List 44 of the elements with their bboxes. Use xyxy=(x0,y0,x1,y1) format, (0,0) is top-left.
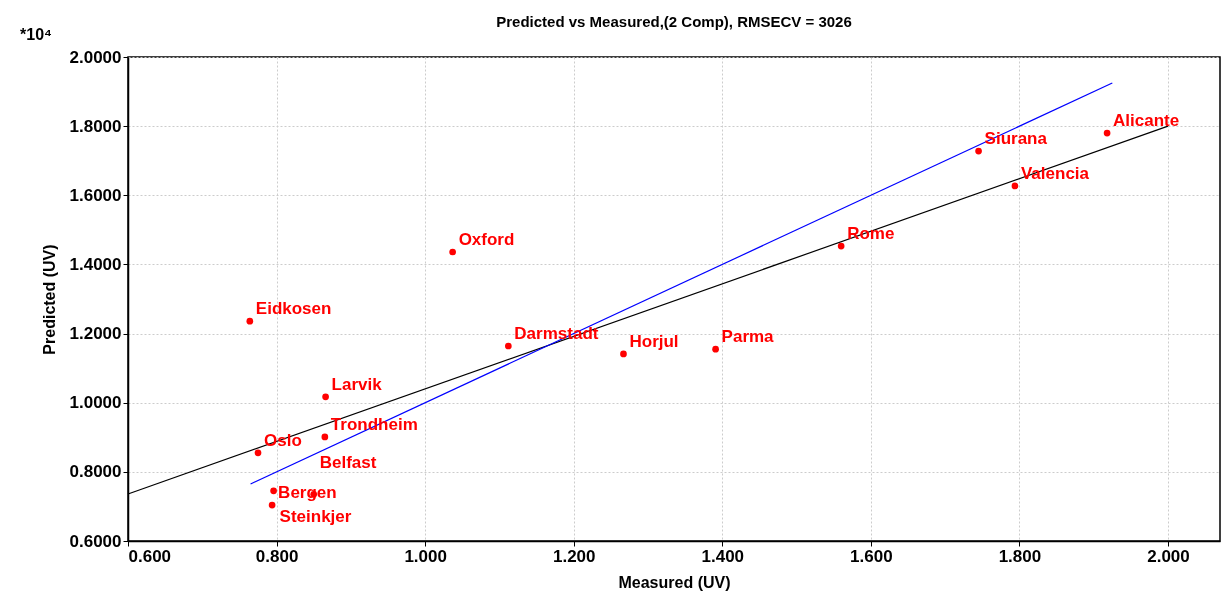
chart-title: Predicted vs Measured,(2 Comp), RMSECV = 3026 xyxy=(496,13,852,30)
point xyxy=(837,242,845,250)
x-tick-label: 0.800 xyxy=(255,546,299,566)
point xyxy=(268,501,276,509)
x-tick-label: 2.000 xyxy=(1147,546,1190,566)
y-tick-label: 2.0000 xyxy=(69,47,122,67)
annotation: Parma xyxy=(721,327,775,347)
point xyxy=(504,342,512,350)
point xyxy=(246,317,254,325)
annotation: Steinkjer xyxy=(279,506,352,526)
annotation: Bergen xyxy=(278,483,337,503)
point xyxy=(321,433,329,441)
point xyxy=(1103,129,1111,137)
x-tick-label: 1.800 xyxy=(998,546,1042,566)
point xyxy=(620,350,627,358)
point xyxy=(254,449,262,457)
y-tick-label: 1.4000 xyxy=(69,254,122,274)
point xyxy=(449,248,456,256)
text: *10⁴ xyxy=(20,26,53,43)
point xyxy=(712,345,719,353)
annotation: Oxford xyxy=(458,229,515,249)
x-axis-title: Measured (UV) xyxy=(618,573,731,591)
y-tick-label: 0.8000 xyxy=(69,462,122,482)
x-tick-label: 1.400 xyxy=(701,546,745,566)
annotation: Eidkosen xyxy=(255,299,332,319)
point xyxy=(270,487,277,495)
annotation: Siurana xyxy=(984,129,1048,149)
y-tick-label: 1.0000 xyxy=(69,393,122,413)
x-tick-label: 1.600 xyxy=(850,546,893,566)
point xyxy=(322,393,329,401)
annotation: Alicante xyxy=(1113,111,1180,131)
x-tick-label: 0.600 xyxy=(128,546,172,566)
annotation: Horjul xyxy=(629,331,679,351)
y-tick-label: 1.2000 xyxy=(69,324,122,344)
y-axis-title: Predicted (UV) xyxy=(40,244,58,355)
point xyxy=(975,147,982,155)
y-tick-label: 1.8000 xyxy=(69,116,122,136)
annotation: Larvik xyxy=(331,374,383,394)
y-tick-label: 1.6000 xyxy=(69,185,122,205)
annotation: Belfast xyxy=(319,453,377,473)
x-tick-label: 1.200 xyxy=(552,546,596,566)
x-tick-label: 1.000 xyxy=(404,546,447,566)
y-tick-label: 0.6000 xyxy=(69,531,122,551)
point xyxy=(1011,182,1019,190)
